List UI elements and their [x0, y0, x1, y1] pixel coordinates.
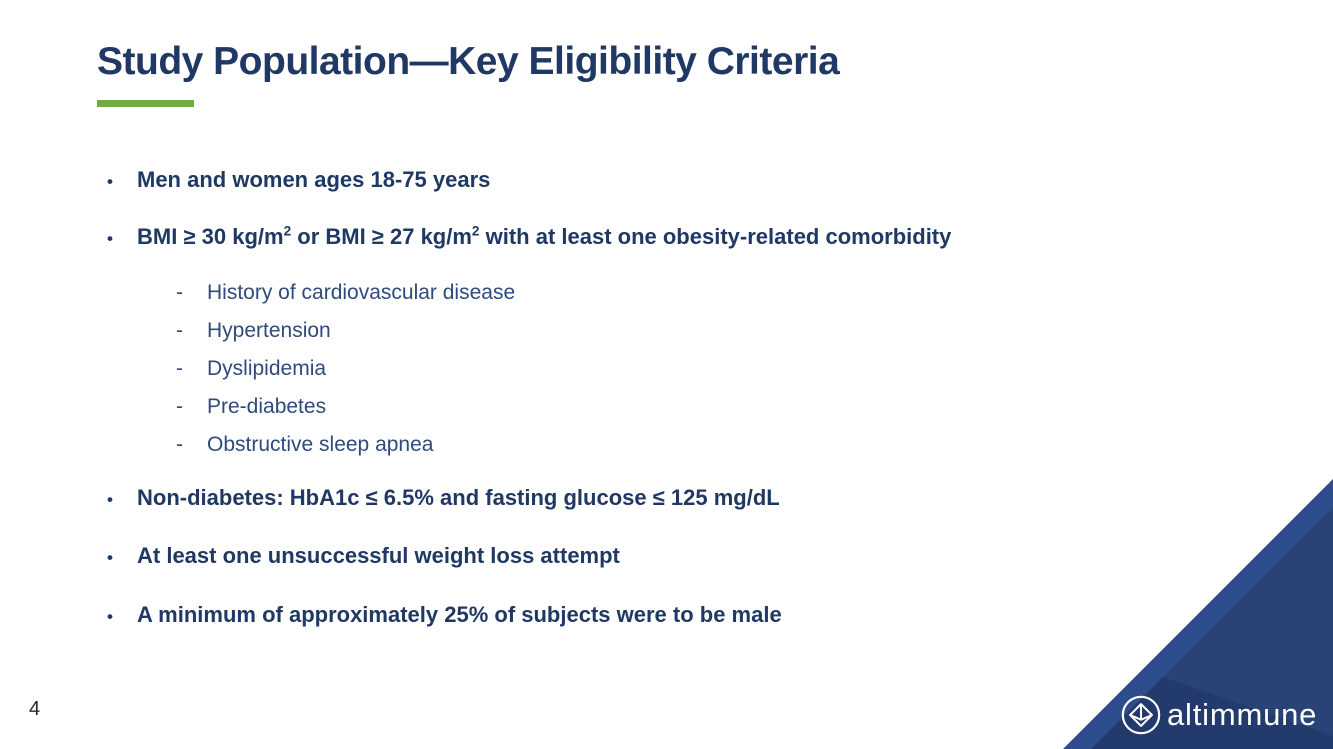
- bullet-dot-icon: •: [107, 172, 113, 191]
- bullet-dot-icon: •: [107, 548, 113, 567]
- bullet-dot-icon: •: [107, 607, 113, 626]
- sub-bullet-text: Pre-diabetes: [207, 395, 327, 418]
- sub-bullet-text: Obstructive sleep apnea: [207, 433, 434, 456]
- bullet-item-weight-loss: • At least one unsuccessful weight loss …: [0, 543, 1333, 571]
- sub-bullet-list: - History of cardiovascular disease - Hy…: [0, 274, 1333, 464]
- sub-bullet-item: - History of cardiovascular disease: [0, 274, 1333, 312]
- sub-bullet-text: Hypertension: [207, 319, 331, 342]
- dash-icon: -: [176, 433, 183, 456]
- sub-bullet-text: History of cardiovascular disease: [207, 281, 516, 304]
- sub-bullet-text: Dyslipidemia: [207, 357, 327, 380]
- bmi-segment: BMI ≥ 30 kg/m: [137, 224, 284, 249]
- bullet-text: At least one unsuccessful weight loss at…: [137, 543, 620, 568]
- page-number: 4: [29, 698, 41, 720]
- bmi-segment: with at least one obesity-related comorb…: [479, 224, 952, 249]
- bullet-text: Non-diabetes: HbA1c ≤ 6.5% and fasting g…: [137, 485, 780, 510]
- bullet-item-bmi: • BMI ≥ 30 kg/m2 or BMI ≥ 27 kg/m2 with …: [0, 224, 1333, 252]
- bullet-text: BMI ≥ 30 kg/m2 or BMI ≥ 27 kg/m2 with at…: [137, 224, 951, 250]
- bullet-item-non-diabetes: • Non-diabetes: HbA1c ≤ 6.5% and fasting…: [0, 485, 1333, 513]
- bullet-text: Men and women ages 18-75 years: [137, 167, 491, 192]
- altimmune-logo-text: altimmune: [1167, 697, 1318, 732]
- dash-icon: -: [176, 319, 183, 342]
- title-underline-accent: [97, 100, 194, 107]
- sub-bullet-item: - Obstructive sleep apnea: [0, 426, 1333, 464]
- altimmune-gem-icon: [1121, 695, 1161, 735]
- bmi-segment: or BMI ≥ 27 kg/m: [291, 224, 472, 249]
- altimmune-logo: altimmune: [1120, 694, 1317, 736]
- bullet-text: A minimum of approximately 25% of subjec…: [137, 602, 782, 627]
- bullet-dot-icon: •: [107, 229, 113, 248]
- dash-icon: -: [176, 281, 183, 304]
- superscript: 2: [471, 223, 480, 239]
- sub-bullet-item: - Dyslipidemia: [0, 350, 1333, 388]
- superscript: 2: [283, 223, 292, 239]
- bullet-list: • Men and women ages 18-75 years • BMI ≥…: [0, 160, 1333, 630]
- dash-icon: -: [176, 395, 183, 418]
- slide-title: Study Population—Key Eligibility Criteri…: [97, 40, 840, 83]
- bullet-dot-icon: •: [107, 490, 113, 509]
- sub-bullet-item: - Hypertension: [0, 312, 1333, 350]
- bullet-item-male-minimum: • A minimum of approximately 25% of subj…: [0, 602, 1333, 630]
- sub-bullet-item: - Pre-diabetes: [0, 388, 1333, 426]
- bullet-item-ages: • Men and women ages 18-75 years: [0, 167, 1333, 195]
- dash-icon: -: [176, 357, 183, 380]
